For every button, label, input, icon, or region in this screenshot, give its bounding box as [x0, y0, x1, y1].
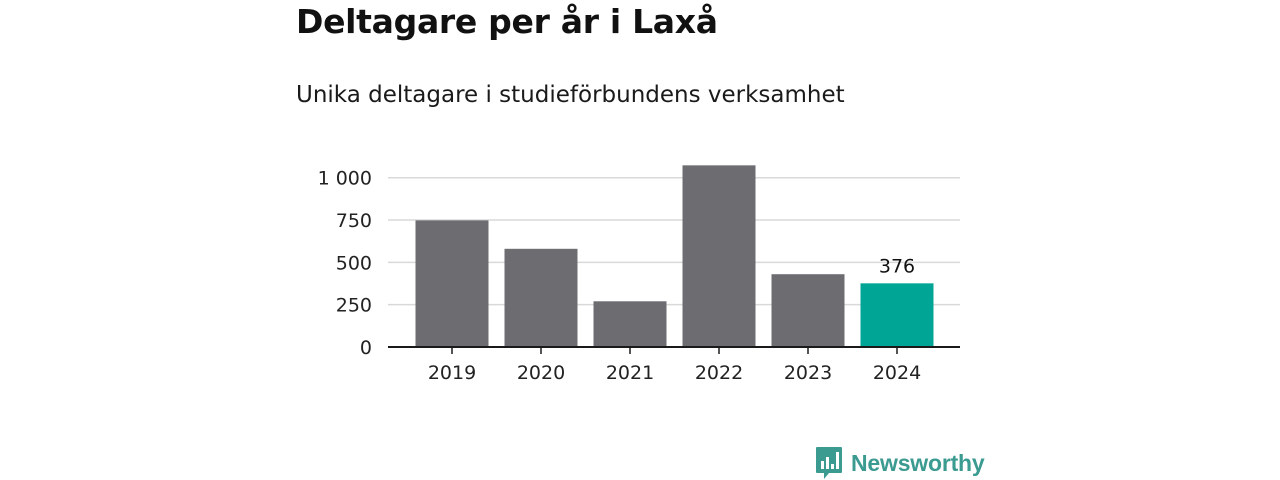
x-tick-label: 2024	[873, 362, 921, 384]
x-tick-label: 2020	[517, 362, 565, 384]
bar-2023	[771, 274, 845, 347]
labels: 0 250 500 750 1 000 2019 2020 2021 2022 2023 2024 3…	[318, 168, 922, 384]
y-tick-label: 0	[360, 337, 372, 359]
x-tick-label: 2022	[695, 362, 743, 384]
chart-subtitle: Unika deltagare i studieförbundens verks…	[296, 82, 845, 108]
y-tick-label: 250	[336, 295, 372, 317]
bars	[415, 165, 934, 347]
bar-2019	[415, 220, 489, 347]
newsworthy-logo-icon	[816, 447, 842, 479]
bar-2021	[593, 301, 667, 347]
y-tick-label: 500	[336, 252, 372, 274]
bar-2022	[682, 165, 756, 347]
bar-2024	[860, 283, 934, 347]
chart-title: Deltagare per år i Laxå	[296, 2, 718, 41]
y-tick-label: 1 000	[318, 168, 372, 190]
newsworthy-brand: Newsworthy	[815, 446, 985, 480]
axes	[388, 346, 960, 354]
y-tick-label: 750	[336, 210, 372, 232]
x-tick-label: 2023	[784, 362, 832, 384]
x-tick-label: 2019	[428, 362, 476, 384]
bar-2020	[504, 248, 578, 347]
data-label: 376	[879, 255, 915, 277]
brand-name: Newsworthy	[851, 449, 985, 476]
x-tick-label: 2021	[606, 362, 654, 384]
